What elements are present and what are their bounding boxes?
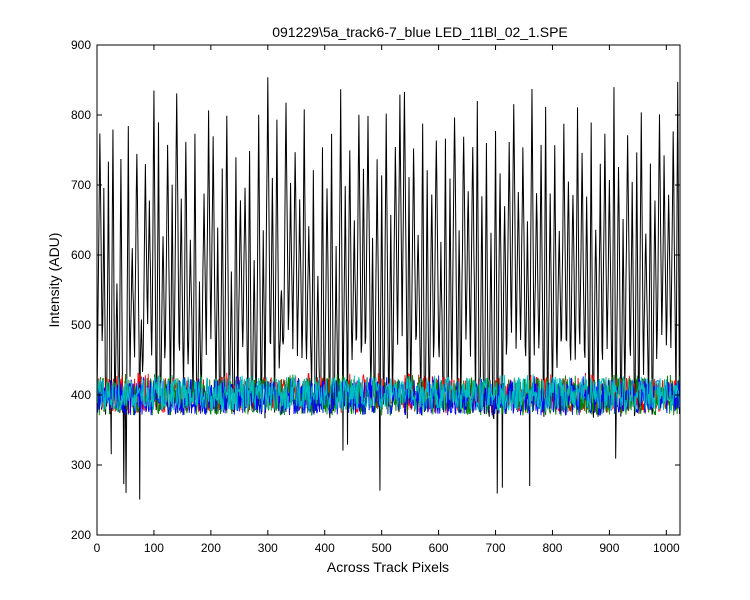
chart-title: 091229\5a_track6-7_blue LED_11Bl_02_1.SP… <box>272 24 568 40</box>
x-tick-label: 100 <box>144 541 164 555</box>
x-tick-label: 600 <box>429 541 449 555</box>
x-axis-label: Across Track Pixels <box>327 559 449 575</box>
x-tick-label: 1000 <box>653 541 680 555</box>
y-tick-label: 800 <box>71 108 91 122</box>
x-tick-label: 500 <box>372 541 392 555</box>
axes-box <box>96 44 681 536</box>
y-tick-label: 900 <box>71 38 91 52</box>
y-tick-label: 300 <box>71 458 91 472</box>
y-tick-label: 700 <box>71 178 91 192</box>
x-tick-label: 700 <box>486 541 506 555</box>
y-tick-label: 600 <box>71 248 91 262</box>
series-layer <box>96 77 680 500</box>
x-tick-label: 900 <box>599 541 619 555</box>
x-tick-label: 300 <box>258 541 278 555</box>
y-tick-label: 400 <box>71 388 91 402</box>
ticks-layer: 0 100 200 300 400 500 600 700 800 900 1000 200 300 40… <box>71 38 680 555</box>
x-tick-label: 800 <box>542 541 562 555</box>
y-axis-label: Intensity (ADU) <box>46 233 62 328</box>
y-tick-label: 200 <box>71 528 91 542</box>
series-line-1 <box>96 77 680 500</box>
series-line-5 <box>96 374 680 412</box>
x-tick-label: 0 <box>94 541 101 555</box>
x-tick-label: 200 <box>201 541 221 555</box>
x-tick-label: 400 <box>315 541 335 555</box>
y-tick-label: 500 <box>71 318 91 332</box>
